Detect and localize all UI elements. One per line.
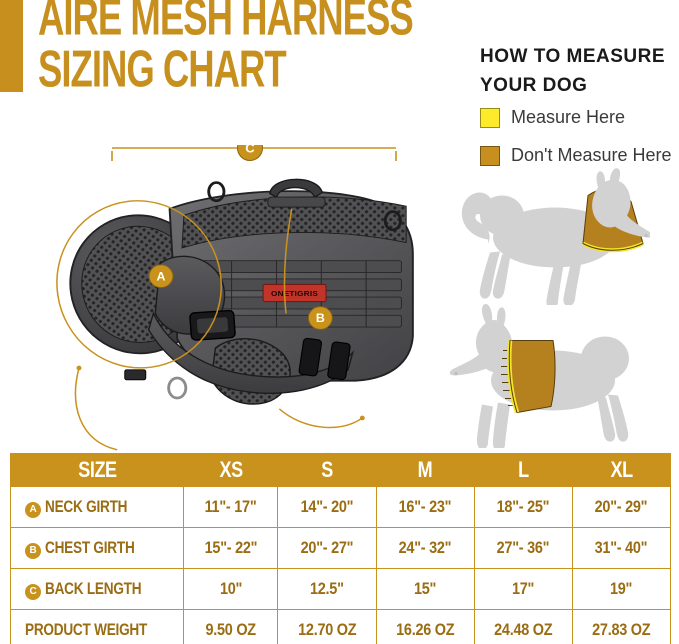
svg-text:B: B <box>316 311 325 325</box>
svg-text:C: C <box>245 145 255 156</box>
svg-text:ONETIGRIS: ONETIGRIS <box>271 289 318 298</box>
svg-text:A: A <box>157 270 166 284</box>
